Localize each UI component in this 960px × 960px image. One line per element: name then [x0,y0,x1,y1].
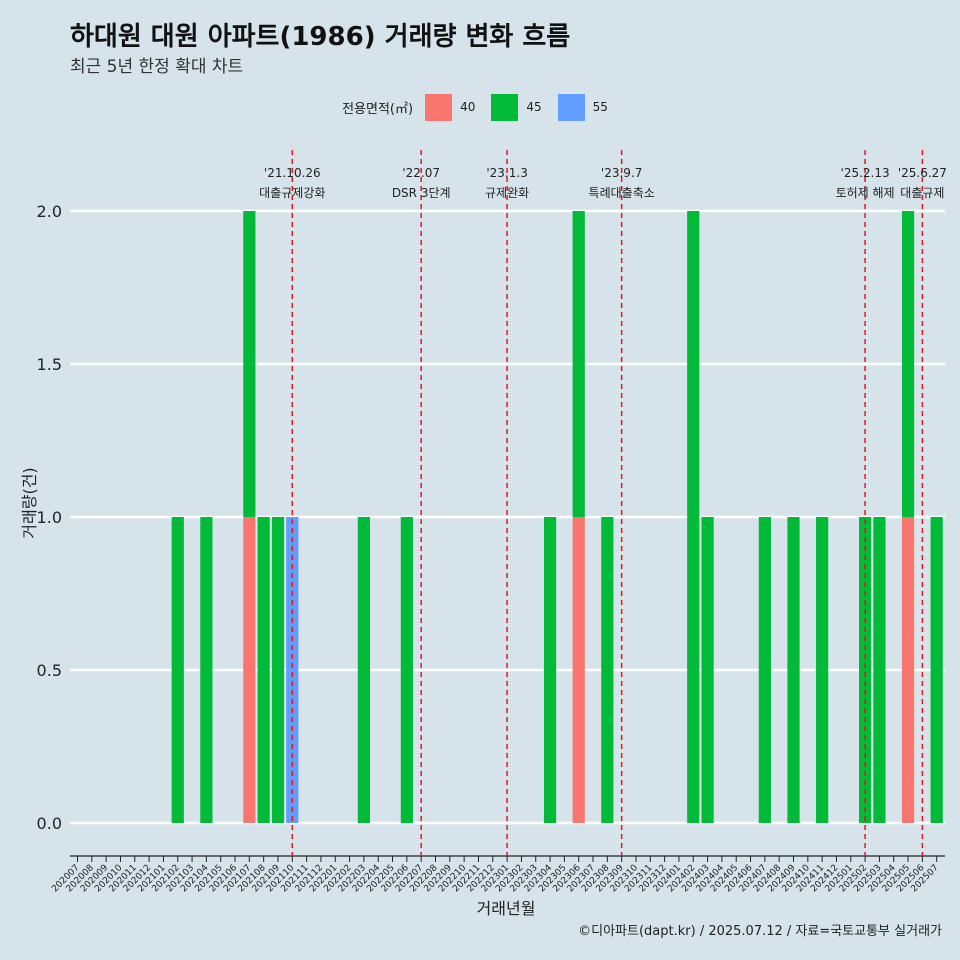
legend-label-55: 55 [592,100,608,114]
bar-45-202107 [243,211,256,517]
event-date-label: '21.10.26 [264,166,321,180]
legend-item-55: 55 [557,93,618,121]
event-date-label: '22.07 [402,166,440,180]
bar-45-202203 [357,517,370,823]
y-axis-title: 거래량(건) [20,467,39,538]
y-tick-label: 1.5 [37,355,62,374]
chart-subtitle: 최근 5년 한정 확대 차트 [70,57,244,77]
bar-40-202107 [243,517,256,823]
y-tick-label: 0.0 [37,814,62,833]
bar-45-202306 [572,211,585,517]
y-tick-label: 2.0 [37,202,62,221]
legend: 전용면적(㎡) 40 45 55 [0,92,960,122]
event-text-label: 대출규제강화 [259,186,325,200]
bar-45-202403 [701,517,714,823]
y-tick-label: 0.5 [37,661,62,680]
legend-title: 전용면적(㎡) [342,101,414,117]
legend-label-45: 45 [526,100,542,114]
event-text-label: 특례대출축소 [589,186,655,200]
legend-swatch-40 [425,93,453,121]
bar-45-202102 [171,517,184,823]
source-caption: ©디아파트(dapt.kr) / 2025.07.12 / 자료=국토교통부 실… [578,924,942,939]
event-text-label: 규제완화 [485,186,529,200]
legend-label-40: 40 [460,100,476,114]
x-axis-title: 거래년월 [477,899,536,918]
bar-45-202206 [400,517,413,823]
event-date-label: '23.9.7 [601,166,642,180]
event-text-label: 토허제 해제 [836,186,895,200]
event-date-label: '23.1.3 [486,166,527,180]
bar-45-202109 [271,517,285,823]
bar-45-202507 [930,517,943,823]
bar-45-202502 [859,517,872,823]
bar-45-202503 [873,517,886,823]
event-date-label: '25.2.13 [841,166,890,180]
bar-45-202104 [200,517,213,823]
y-tick-label: 1.0 [37,508,62,527]
bar-45-202108 [257,517,270,823]
event-text-label: DSR 3단계 [392,186,451,200]
legend-swatch-55 [557,93,585,121]
bar-45-202505 [901,211,915,517]
bar-45-202304 [543,517,557,823]
legend-item-40: 40 [425,93,485,121]
event-date-label: '25.6.27 [898,166,947,180]
bar-55-202110 [286,517,299,823]
bar-45-202409 [787,517,800,823]
bar-45-202407 [758,517,771,823]
bar-45-202411 [816,517,829,823]
event-text-label: 대출규제 [900,186,944,200]
legend-swatch-45 [491,93,519,121]
chart-title: 하대원 대원 아파트(1986) 거래량 변화 흐름 [70,22,571,52]
bar-40-202505 [901,517,915,823]
legend-item-45: 45 [491,93,551,121]
bar-45-202402 [687,211,700,823]
bar-40-202306 [572,517,585,823]
bar-45-202308 [601,517,614,823]
